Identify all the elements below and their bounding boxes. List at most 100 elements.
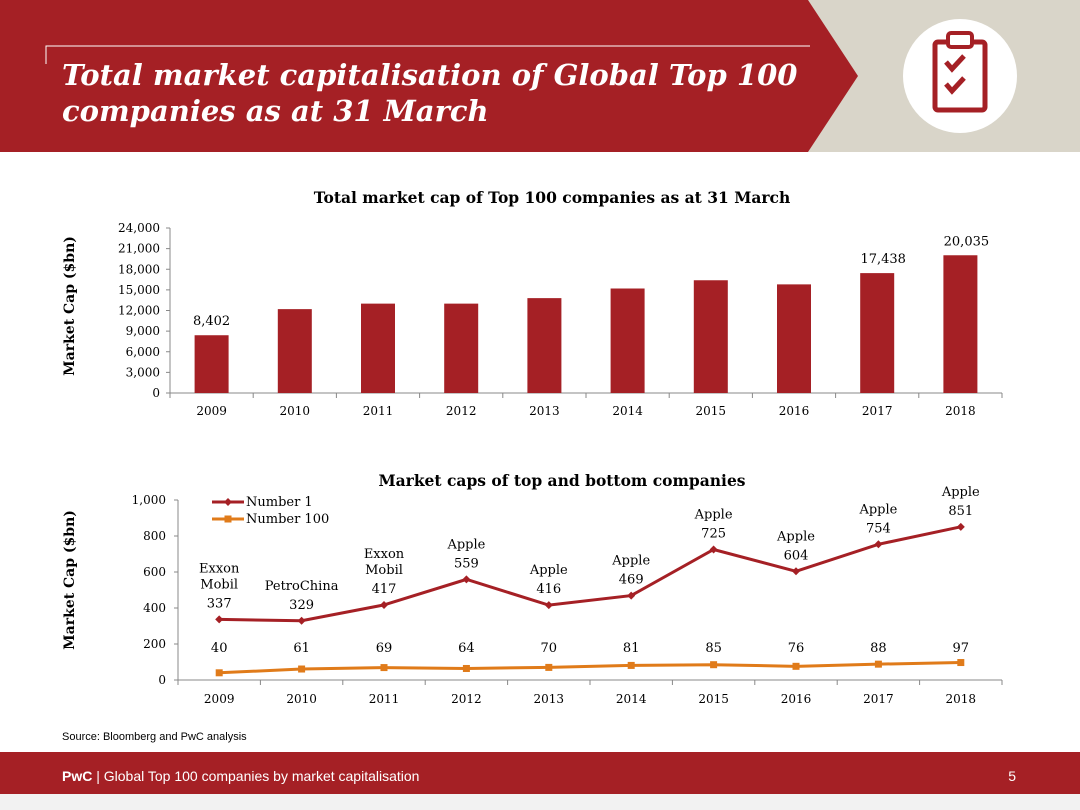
line-x-tick-label: 2014 — [616, 692, 647, 706]
number-100-value-label-2012: 64 — [458, 641, 475, 656]
line-y-tick-label: 0 — [158, 673, 166, 687]
bottom-strip — [0, 794, 1080, 810]
bar-y-tick-label: 15,000 — [118, 283, 160, 297]
number-1-company-label-2011: Exxon — [364, 547, 405, 562]
number-100-value-label-2009: 40 — [211, 641, 228, 656]
legend-number-100-marker — [224, 515, 232, 523]
bar-2015 — [693, 280, 728, 393]
number-1-company-label-2010: PetroChina — [265, 579, 339, 594]
bar-2009 — [194, 335, 229, 393]
line-x-tick-label: 2017 — [863, 692, 894, 706]
banner-rule — [45, 45, 810, 64]
number-1-value-label-2013: 416 — [536, 582, 561, 597]
bar-y-tick-label: 21,000 — [118, 242, 160, 256]
series-number-100-line — [219, 661, 961, 675]
number-1-company-label-2017: Apple — [858, 502, 897, 517]
number-100-marker-2010 — [298, 665, 306, 673]
bar-data-label-2018: 20,035 — [944, 234, 990, 249]
number-100-value-label-2018: 97 — [953, 641, 970, 656]
bar-x-tick-label: 2015 — [696, 404, 727, 418]
number-1-marker-2016 — [792, 567, 800, 576]
number-100-value-label-2013: 70 — [541, 641, 558, 656]
banner-red-arrow — [0, 0, 858, 152]
number-1-company-label-2014: Apple — [611, 554, 650, 569]
line-y-tick-label: 400 — [143, 601, 166, 615]
bar-2011 — [361, 303, 395, 393]
bar-chart-y-axis-label: Market Cap ($bn) — [62, 236, 78, 376]
page-title-line-1: Total market capitalisation of Global To… — [62, 58, 798, 92]
number-1-company-label-2016: Apple — [776, 529, 815, 544]
bar-x-tick-label: 2014 — [612, 404, 643, 418]
number-1-value-label-2016: 604 — [784, 548, 809, 563]
bar-2018 — [943, 255, 978, 393]
number-1-company-label-2009: Exxon — [199, 561, 240, 576]
bar-x-tick-label: 2012 — [446, 404, 477, 418]
line-chart: 0 200 400 600 800 1,000 2009 2010 2011 2012 2013 20… — [132, 485, 1003, 706]
header-banner — [0, 0, 1080, 152]
bar-y-tick-label: 0 — [152, 386, 160, 400]
number-100-marker-2013 — [545, 663, 553, 671]
bar-2010 — [277, 309, 312, 393]
line-x-tick-label: 2016 — [781, 692, 812, 706]
number-1-marker-2012 — [462, 575, 471, 584]
bar-y-tick-label: 9,000 — [126, 324, 160, 338]
bar-x-tick-label: 2010 — [280, 404, 311, 418]
number-100-value-label-2014: 81 — [623, 641, 640, 656]
footer-text: PwC | Global Top 100 companies by market… — [62, 768, 419, 784]
footer-caption: | Global Top 100 companies by market cap… — [92, 768, 420, 784]
line-y-tick-label: 1,000 — [132, 493, 166, 507]
number-1-marker-2009 — [215, 615, 224, 624]
clipboard-checklist-icon — [932, 31, 988, 113]
line-x-tick-label: 2009 — [204, 692, 235, 706]
number-100-marker-2011 — [380, 664, 388, 672]
bar-2014 — [610, 288, 645, 393]
bar-x-tick-label: 2011 — [363, 404, 394, 418]
number-1-marker-2010 — [297, 616, 306, 625]
source-note: Source: Bloomberg and PwC analysis — [62, 731, 247, 743]
number-1-value-label-2009: 337 — [207, 596, 232, 611]
bar-y-tick-label: 12,000 — [118, 304, 160, 318]
number-1-company-label-2011: Mobil — [365, 563, 403, 578]
line-y-tick-label: 600 — [143, 565, 166, 579]
number-1-company-label-2009: Mobil — [200, 577, 238, 592]
number-1-value-label-2010: 329 — [289, 598, 314, 613]
number-100-marker-2012 — [462, 664, 470, 672]
number-1-marker-2018 — [956, 522, 965, 531]
number-100-marker-2016 — [792, 662, 800, 670]
number-1-marker-2011 — [380, 600, 388, 609]
footer-bar: PwC | Global Top 100 companies by market… — [0, 752, 1080, 794]
number-100-value-label-2016: 76 — [788, 641, 805, 656]
bar-2012 — [444, 303, 479, 393]
number-100-value-label-2011: 69 — [376, 641, 393, 656]
page-title-line-2: companies as at 31 March — [62, 94, 489, 128]
legend-number-100-label: Number 100 — [246, 512, 329, 527]
bar-chart: 0 3,000 6,000 9,000 12,000 15,000 18,000 21,000… — [118, 221, 1003, 418]
bar-2017 — [860, 273, 895, 393]
number-1-value-label-2012: 559 — [454, 556, 479, 571]
line-chart-title: Market caps of top and bottom companies — [378, 471, 745, 490]
bar-x-tick-label: 2017 — [862, 404, 893, 418]
number-1-marker-2014 — [627, 591, 636, 600]
number-1-value-label-2011: 417 — [372, 582, 397, 597]
bar-x-tick-label: 2013 — [529, 404, 560, 418]
charts-area: Total market cap of Top 100 companies as… — [62, 188, 1003, 706]
number-1-marker-2013 — [544, 601, 553, 610]
number-1-marker-2015 — [709, 545, 718, 554]
number-1-value-label-2018: 851 — [948, 504, 973, 519]
number-100-value-label-2015: 85 — [705, 641, 722, 656]
bar-y-tick-label: 24,000 — [118, 221, 160, 235]
number-100-marker-2018 — [957, 659, 965, 667]
legend-number-1-marker — [224, 498, 232, 506]
legend-number-1-label: Number 1 — [246, 495, 313, 510]
bar-2013 — [527, 298, 562, 393]
page-title: Total market capitalisation of Global To… — [62, 57, 822, 129]
number-1-value-label-2014: 469 — [619, 573, 644, 588]
number-1-marker-2017 — [874, 540, 883, 549]
bar-x-tick-label: 2018 — [945, 404, 976, 418]
line-chart-y-axis-label: Market Cap ($bn) — [62, 510, 78, 650]
number-100-marker-2017 — [874, 660, 882, 668]
number-100-marker-2014 — [627, 661, 635, 669]
bar-data-label-2017: 17,438 — [860, 252, 906, 267]
bar-x-tick-label: 2016 — [779, 404, 810, 418]
line-x-tick-label: 2015 — [698, 692, 729, 706]
